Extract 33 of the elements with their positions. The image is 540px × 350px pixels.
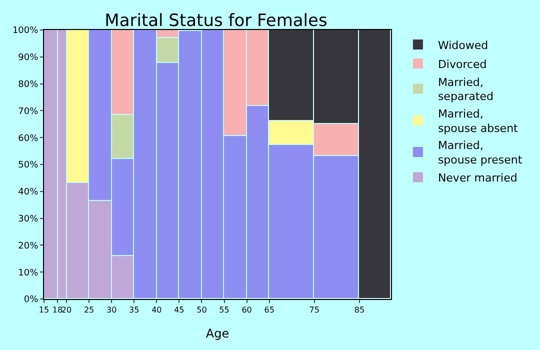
legend-label: Widowed: [438, 38, 488, 52]
legend-label: Married, separated: [438, 76, 494, 104]
y-tick-label: 90%: [18, 53, 39, 64]
x-tick-label: 45: [174, 306, 184, 315]
chart-title: Marital Status for Females: [104, 10, 328, 31]
x-tick-label: 75: [309, 306, 320, 315]
x-tick-label: 15: [38, 306, 50, 315]
y-tick-label: 80%: [18, 80, 39, 90]
y-tick-label: 10%: [18, 268, 39, 278]
x-tick-label: 50: [196, 306, 207, 315]
x-tick-label: 85: [354, 306, 365, 315]
legend-label: Married, spouse absent: [438, 108, 519, 135]
y-tick-label: 100%: [12, 26, 39, 36]
y-tick-label: 50%: [18, 160, 39, 171]
x-tick-label: 20: [61, 306, 72, 315]
x-tick-label: 60: [242, 306, 252, 315]
x-tick-label: 40: [152, 306, 162, 315]
legend-label: Divorced: [438, 58, 487, 71]
y-tick-label: 60%: [18, 134, 39, 144]
y-tick-label: 40%: [18, 188, 39, 198]
x-tick-label: 55: [219, 306, 230, 315]
x-tick-label: 25: [84, 306, 94, 315]
y-tick-label: 20%: [18, 241, 39, 252]
x-tick-label: 65: [264, 306, 274, 315]
y-tick-label: 0%: [24, 295, 39, 306]
y-tick-label: 70%: [18, 106, 39, 117]
y-tick-label: 30%: [18, 214, 39, 224]
legend-label: Never married: [438, 172, 518, 185]
x-tick-label: 18: [52, 306, 63, 315]
x-tick-label: 35: [129, 306, 140, 315]
x-axis-title: Age: [206, 326, 230, 340]
legend-label: Married, spouse present: [438, 139, 523, 166]
x-tick-label: 30: [106, 306, 117, 315]
